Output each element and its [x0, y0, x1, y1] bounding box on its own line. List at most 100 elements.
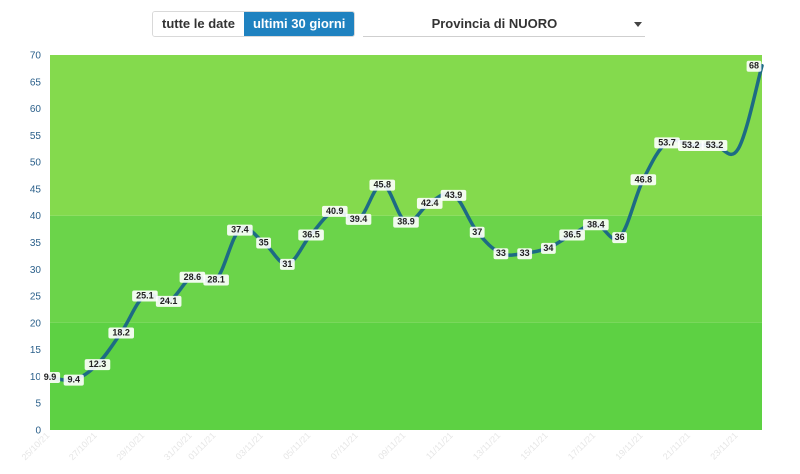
y-tick-label: 65 — [30, 77, 42, 88]
data-label: 9.4 — [63, 374, 84, 386]
data-label-bg — [630, 174, 657, 186]
data-label-text: 12.3 — [89, 359, 107, 369]
data-label: 31 — [279, 258, 295, 270]
x-tick-label: 27/10/21 — [67, 430, 99, 462]
last-30-days-button[interactable]: ultimi 30 giorni — [243, 12, 355, 36]
chevron-down-icon — [634, 21, 643, 27]
y-tick-label: 50 — [30, 158, 42, 169]
data-label: 37.4 — [227, 224, 253, 236]
data-label-bg — [203, 274, 229, 286]
data-label: 36.5 — [559, 229, 585, 241]
plot-band-2 — [50, 55, 762, 216]
data-label: 36.5 — [298, 229, 324, 241]
data-label-bg — [84, 359, 111, 371]
data-label: 28.1 — [203, 274, 229, 286]
date-range-toggle: tutte le date ultimi 30 giorni — [152, 11, 356, 37]
data-label-text: 45.8 — [374, 180, 392, 190]
x-tick-label: 05/11/21 — [281, 430, 312, 461]
data-label-text: 36.5 — [563, 229, 581, 239]
controls-bar: tutte le date ultimi 30 giorni Provincia… — [152, 11, 646, 37]
x-tick-label: 07/11/21 — [329, 430, 360, 461]
data-label: 38.9 — [393, 216, 419, 228]
y-tick-label: 55 — [30, 131, 42, 142]
data-label-bg — [583, 219, 609, 231]
data-label-bg — [393, 216, 419, 228]
data-labels: 9.9 9.4 12.3 18.2 25.1 24.1 28.6 28.1 37.4 35 31 36… — [39, 60, 762, 386]
data-label-bg — [132, 290, 158, 302]
data-label: 40.9 — [322, 205, 348, 217]
all-dates-button[interactable]: tutte le date — [153, 12, 244, 36]
data-label: 53.2 — [678, 140, 704, 151]
plot-band-0 — [50, 322, 762, 430]
x-tick-label: 21/11/21 — [661, 430, 692, 461]
data-label-text: 37.4 — [231, 225, 249, 235]
data-label: 28.6 — [179, 271, 206, 283]
y-tick-label: 60 — [30, 104, 42, 115]
data-label-bg — [256, 237, 271, 249]
plot-background — [50, 55, 762, 430]
x-tick-label: 09/11/21 — [376, 430, 407, 461]
y-tick-label: 20 — [30, 318, 42, 329]
data-label-text: 38.4 — [587, 219, 605, 229]
data-label: 42.4 — [416, 197, 443, 209]
data-label-text: 38.9 — [397, 217, 415, 227]
data-label-text: 18.2 — [112, 328, 130, 338]
data-label-bg — [654, 137, 680, 149]
data-label-bg — [155, 295, 182, 307]
data-label-text: 34 — [543, 243, 553, 253]
data-label-bg — [63, 374, 84, 386]
data-label-text: 28.1 — [207, 274, 225, 284]
data-label-bg — [746, 60, 762, 72]
data-label-text: 36 — [615, 232, 625, 242]
data-label: 12.3 — [84, 359, 111, 371]
data-label: 35 — [256, 237, 271, 249]
data-label: 46.8 — [630, 174, 657, 186]
data-label-text: 40.9 — [326, 206, 344, 216]
data-label: 43.9 — [440, 189, 467, 201]
data-label: 9.9 — [39, 371, 61, 383]
y-tick-label: 15 — [30, 345, 42, 356]
data-label: 33 — [493, 248, 509, 260]
province-select[interactable]: Provincia di NUORO — [363, 12, 646, 37]
data-label: 39.4 — [345, 213, 372, 225]
data-label-text: 46.8 — [635, 174, 653, 184]
data-label: 37 — [469, 226, 485, 238]
data-label-text: 53.2 — [682, 140, 700, 150]
data-label: 33 — [517, 248, 533, 260]
y-tick-label: 35 — [30, 238, 42, 249]
y-tick-label: 5 — [35, 399, 41, 410]
x-tick-label: 11/11/21 — [424, 430, 455, 461]
data-label: 68 — [746, 60, 762, 72]
data-label-text: 31 — [282, 259, 292, 269]
data-label-bg — [701, 140, 728, 151]
x-tick-label: 23/11/21 — [708, 430, 739, 461]
data-label: 34 — [541, 242, 556, 254]
data-label-text: 24.1 — [160, 296, 178, 306]
data-label-bg — [440, 189, 467, 201]
data-label-bg — [179, 271, 206, 283]
y-tick-label: 10 — [30, 372, 42, 383]
data-label-bg — [108, 327, 134, 339]
y-tick-label: 70 — [30, 51, 42, 62]
data-label: 18.2 — [108, 327, 134, 339]
data-label-bg — [227, 224, 253, 236]
data-label: 53.2 — [701, 140, 728, 151]
data-label-bg — [493, 248, 509, 260]
data-label: 25.1 — [132, 290, 158, 302]
y-tick-label: 0 — [35, 426, 41, 437]
x-tick-label: 13/11/21 — [471, 430, 502, 461]
data-label-text: 39.4 — [350, 214, 368, 224]
x-axis: 25/10/21 27/10/21 29/10/21 31/10/2101/11/21… — [20, 430, 740, 462]
data-label-text: 9.9 — [44, 372, 57, 382]
data-label-text: 37 — [472, 227, 482, 237]
plot-band-1 — [50, 215, 762, 323]
data-label-text: 43.9 — [445, 190, 463, 200]
data-label-bg — [678, 140, 704, 151]
data-label-bg — [369, 179, 396, 191]
data-label: 53.7 — [654, 137, 680, 149]
province-select-value: Provincia di NUORO — [431, 15, 558, 31]
y-tick-label: 30 — [30, 265, 42, 276]
data-label-bg — [541, 242, 556, 254]
data-label-text: 36.5 — [302, 229, 320, 239]
